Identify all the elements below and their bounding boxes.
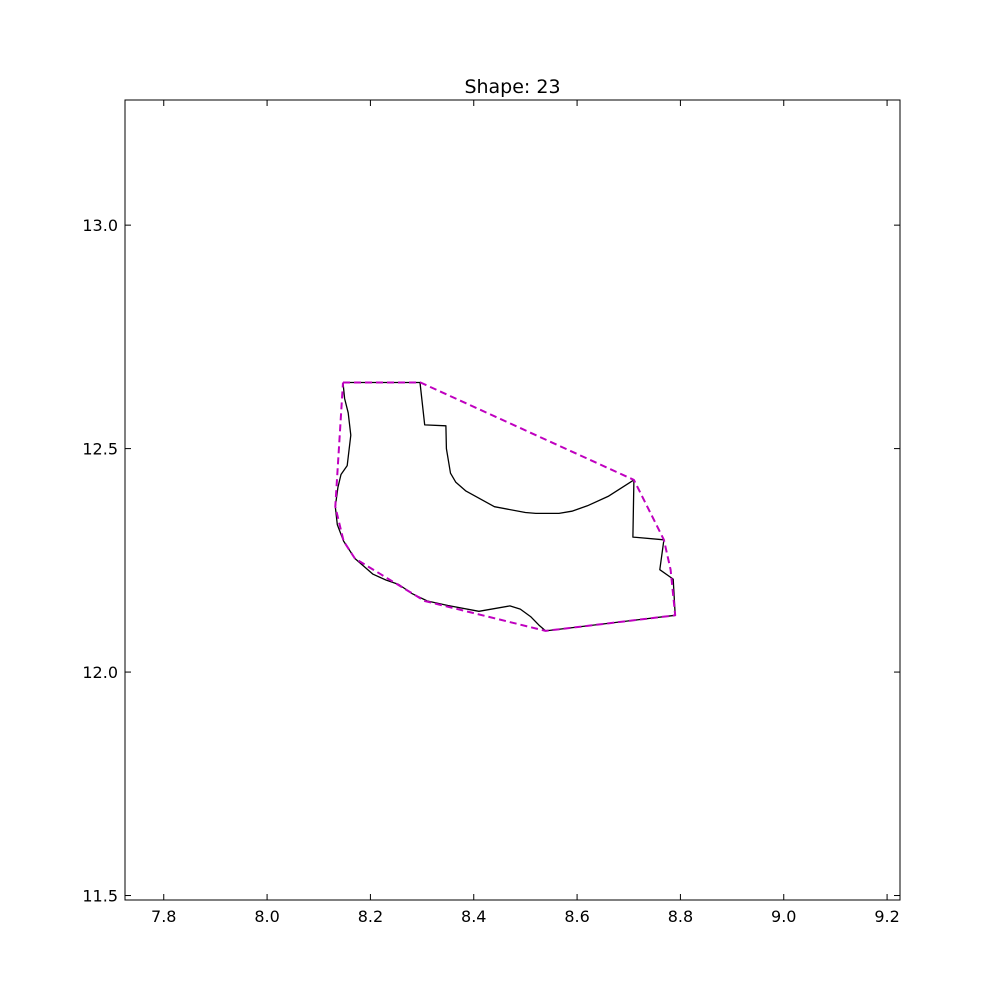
x-tick-labels: 7.8 8.0 8.2 8.4 8.6 8.8 9.0 9.2	[151, 907, 900, 926]
y-tick-label: 11.5	[82, 887, 118, 906]
y-tick-label: 12.5	[82, 440, 118, 459]
plot-frame	[124, 99, 901, 901]
series-layer	[334, 381, 677, 632]
y-tick-label: 12.0	[82, 663, 118, 682]
convex-hull-line	[334, 381, 677, 632]
y-tick-labels: 11.5 12.0 12.5 13.0	[82, 216, 118, 905]
x-tick-label: 8.0	[254, 907, 279, 926]
axis-ticks	[125, 100, 900, 900]
x-tick-label: 8.4	[461, 907, 486, 926]
x-tick-label: 8.6	[564, 907, 589, 926]
x-tick-label: 8.8	[668, 907, 693, 926]
x-tick-label: 9.2	[874, 907, 899, 926]
x-tick-label: 9.0	[771, 907, 796, 926]
chart-title: Shape: 23	[464, 76, 560, 98]
x-tick-label: 8.2	[358, 907, 383, 926]
shape-outline-line	[334, 381, 676, 632]
x-tick-label: 7.8	[151, 907, 176, 926]
y-tick-label: 13.0	[82, 216, 118, 235]
